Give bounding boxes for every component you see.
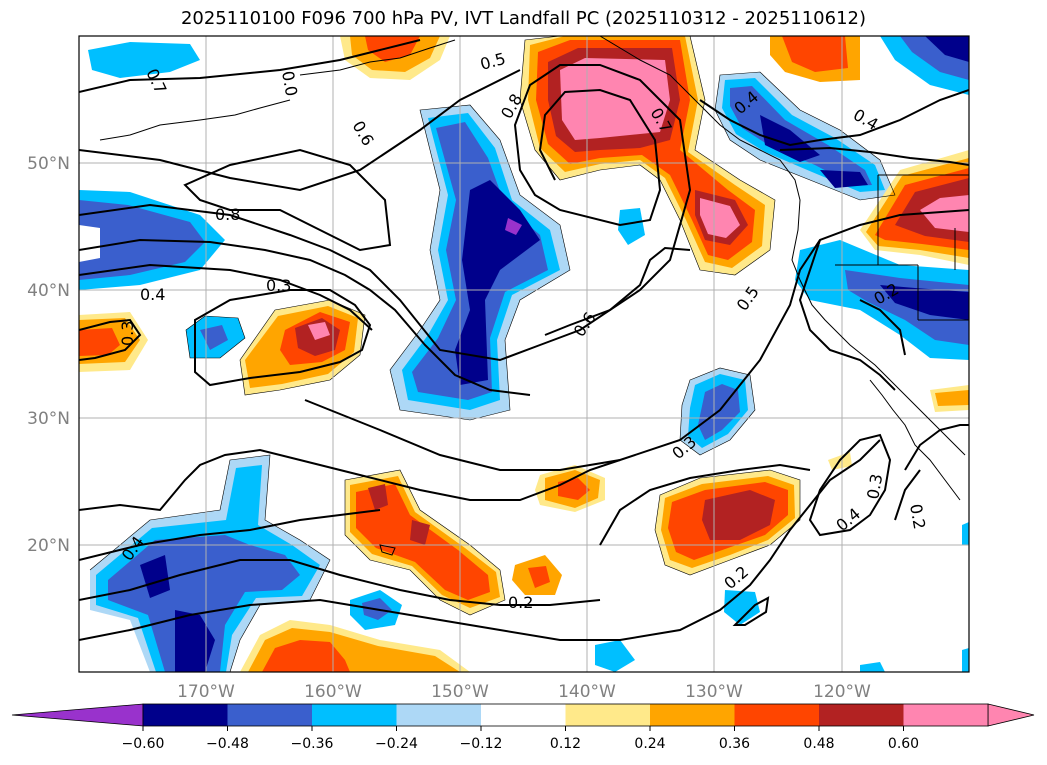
- negative-pv-anomalies: [79, 36, 969, 672]
- colorbar-segment: [903, 704, 988, 726]
- colorbar-segment: [143, 704, 228, 726]
- colorbar-tick-label: 0.36: [719, 736, 750, 752]
- lon-label: 130°W: [685, 682, 743, 702]
- lon-label: 120°W: [813, 682, 871, 702]
- lon-label: 150°W: [431, 682, 489, 702]
- colorbar-tick-label: 0.12: [550, 736, 581, 752]
- plot-title: 2025110100 F096 700 hPa PV, IVT Landfall…: [180, 8, 867, 29]
- contour-label: 0.4: [140, 285, 165, 304]
- colorbar-segment: [734, 704, 819, 726]
- longitude-labels: 170°W 160°W 150°W 140°W 130°W 120°W: [177, 682, 871, 702]
- colorbar-segment: [819, 704, 904, 726]
- colorbar-tick-label: 0.60: [888, 736, 919, 752]
- colorbar-extend-max: [987, 703, 1035, 727]
- coastlines: [99, 36, 969, 556]
- colorbar-tick-label: −0.60: [122, 736, 165, 752]
- colorbar-segment: [650, 704, 735, 726]
- contour-label: 0.0: [278, 69, 301, 97]
- colorbar-segment: [396, 704, 481, 726]
- colorbar-segment: [312, 704, 397, 726]
- ivt-contours: [79, 39, 969, 641]
- colorbar-segment: [565, 704, 650, 726]
- colorbar-segment: [227, 704, 312, 726]
- contour-label: 0.2: [508, 593, 533, 612]
- anomaly-edges: [89, 36, 896, 672]
- colorbar-tick-label: −0.24: [375, 736, 418, 752]
- lat-label: 30°N: [27, 409, 70, 429]
- contour-label: 0.3: [118, 321, 137, 346]
- lon-label: 140°W: [558, 682, 616, 702]
- colorbar-tick-label: −0.48: [206, 736, 249, 752]
- colorbar-tick-label: −0.12: [460, 736, 503, 752]
- contour-label: 0.3: [863, 472, 886, 500]
- map-frame: [78, 35, 970, 673]
- latitude-labels: 50°N 40°N 30°N 20°N: [27, 154, 70, 556]
- lat-label: 50°N: [27, 154, 70, 174]
- lat-label: 40°N: [27, 281, 70, 301]
- contour-label: 0.3: [266, 276, 291, 295]
- lat-label: 20°N: [27, 536, 70, 556]
- colorbar-tick-label: 0.24: [634, 736, 665, 752]
- colorbar-tick-label: 0.48: [803, 736, 834, 752]
- colorbar-segment: [481, 704, 566, 726]
- contour-label: 0.2: [906, 502, 929, 530]
- colorbar-tick-label: −0.36: [291, 736, 334, 752]
- lon-label: 170°W: [177, 682, 235, 702]
- colorbar-extend-min: [11, 703, 144, 727]
- map-panel: 0.7 0.0 0.5 0.6 0.8 0.7 0.4 0.4 0.8 0.4 …: [79, 36, 969, 672]
- colorbar: −0.60 −0.48 −0.36 −0.24 −0.12 0.12 0.24 0.36 0.4…: [11, 703, 1035, 752]
- lon-label: 160°W: [304, 682, 362, 702]
- contour-label: 0.8: [215, 205, 240, 224]
- positive-pv-anomalies: [79, 36, 969, 672]
